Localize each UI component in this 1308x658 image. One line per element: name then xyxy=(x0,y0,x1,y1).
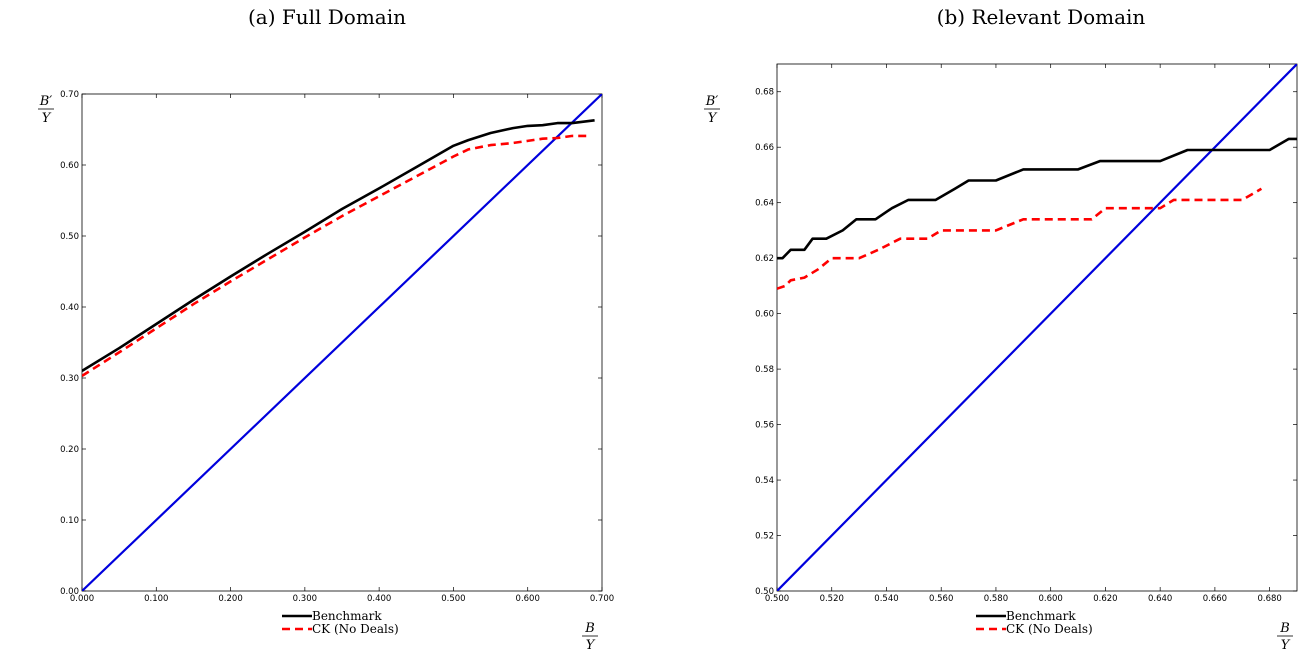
x-tick-label: 0.600 xyxy=(516,594,540,604)
x-tick-label: 0.200 xyxy=(218,594,242,604)
y-tick-label: 0.64 xyxy=(755,199,774,209)
legend-label: CK (No Deals) xyxy=(1006,622,1093,636)
x-tick-label: 0.680 xyxy=(1257,594,1281,604)
chart-title: (a) Full Domain xyxy=(248,5,406,29)
y-tick-label: 0.58 xyxy=(755,365,774,375)
y-tick-label: 0.56 xyxy=(755,421,774,431)
x-tick-label: 0.500 xyxy=(765,594,789,604)
chart-title: (b) Relevant Domain xyxy=(937,5,1146,29)
plot-frame xyxy=(776,63,1298,592)
y-tick-label: 0.52 xyxy=(755,532,774,542)
x-tick-label: 0.580 xyxy=(984,594,1008,604)
x-tick-label: 0.640 xyxy=(1148,594,1172,604)
x-tick-label: 0.520 xyxy=(820,594,844,604)
series-line-45-degree xyxy=(82,94,602,591)
y-tick-label: 0.54 xyxy=(755,476,774,486)
y-tick-label: 0.68 xyxy=(755,88,774,98)
y-tick-label: 0.20 xyxy=(60,445,79,455)
y-tick-label: 0.10 xyxy=(60,516,79,526)
y-tick-label: 0.30 xyxy=(60,374,79,384)
y-tick-label: 0.70 xyxy=(60,90,79,100)
x-tick-label: 0.300 xyxy=(293,594,317,604)
y-axis-label-denominator: Y xyxy=(708,111,718,126)
x-tick-label: 0.100 xyxy=(144,594,168,604)
x-tick-label: 0.400 xyxy=(367,594,391,604)
legend-label: Benchmark xyxy=(312,609,382,623)
x-axis-label-denominator: Y xyxy=(586,638,596,653)
y-tick-label: 0.50 xyxy=(755,587,774,597)
x-tick-label: 0.500 xyxy=(441,594,465,604)
y-axis-label-numerator: B′ xyxy=(705,94,719,109)
legend-label: Benchmark xyxy=(1006,609,1076,623)
series-line-ck-no-deals xyxy=(777,187,1263,290)
y-axis-label-denominator: Y xyxy=(42,111,52,126)
y-tick-label: 0.62 xyxy=(755,254,774,264)
series-line-45-degree xyxy=(777,64,1297,591)
y-axis-label-numerator: B′ xyxy=(39,94,53,109)
y-tick-label: 0.66 xyxy=(755,143,774,153)
series-line-benchmark xyxy=(777,137,1297,260)
y-tick-label: 0.60 xyxy=(60,161,79,171)
x-tick-label: 0.560 xyxy=(929,594,953,604)
y-tick-label: 0.00 xyxy=(60,587,79,597)
legend-label: CK (No Deals) xyxy=(312,622,399,636)
x-tick-label: 0.660 xyxy=(1203,594,1227,604)
chart-panel-1: (b) Relevant Domain 0.500 0.520 0.540 0.560 0… xyxy=(704,5,1298,653)
x-tick-label: 0.620 xyxy=(1093,594,1117,604)
x-axis-label-numerator: B xyxy=(1279,621,1290,636)
plot-frame xyxy=(81,93,603,592)
y-tick-label: 0.60 xyxy=(755,310,774,320)
x-axis-label-numerator: B xyxy=(584,621,595,636)
series-line-ck-no-deals xyxy=(82,134,588,377)
y-tick-label: 0.50 xyxy=(60,232,79,242)
x-tick-label: 0.000 xyxy=(70,594,94,604)
x-tick-label: 0.540 xyxy=(874,594,898,604)
series-line-benchmark xyxy=(82,119,595,373)
x-axis-label-denominator: Y xyxy=(1281,638,1291,653)
x-tick-label: 0.600 xyxy=(1039,594,1063,604)
y-tick-label: 0.40 xyxy=(60,303,79,313)
x-tick-label: 0.700 xyxy=(590,594,614,604)
